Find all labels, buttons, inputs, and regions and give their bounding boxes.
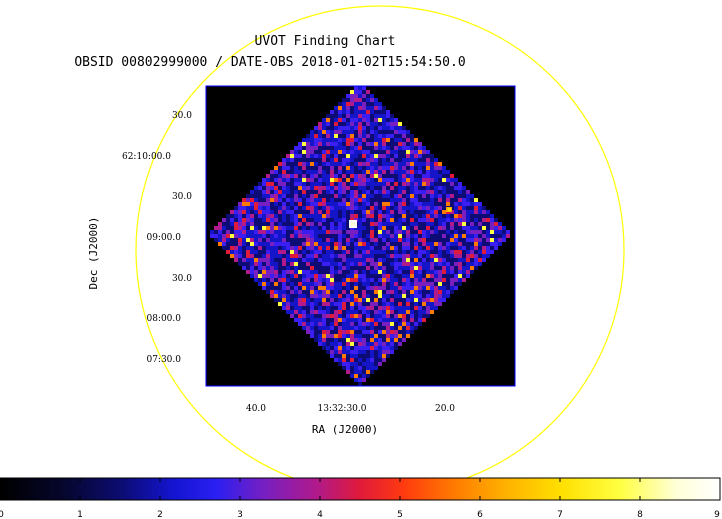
colorbar-tick-label: 4 xyxy=(317,510,323,519)
ra-tick-label: 20.0 xyxy=(435,404,455,414)
colorbar-tick-label: 5 xyxy=(397,510,403,519)
colorbar-tick-label: 1 xyxy=(77,510,83,519)
dec-tick-label: 30.0 xyxy=(172,274,192,284)
ra-axis-label: RA (J2000) xyxy=(312,423,378,436)
chart-subtitle: OBSID 00802999000 / DATE-OBS 2018-01-02T… xyxy=(74,55,465,70)
dec-tick-label: 62:10:00.0 xyxy=(122,152,171,162)
ra-tick-label: 13:32:30.0 xyxy=(317,404,366,414)
ra-tick-label: 40.0 xyxy=(246,404,266,414)
dec-axis-label: Dec (J2000) xyxy=(87,217,100,290)
colorbar-tick-label: 0 xyxy=(0,510,4,519)
colorbar-tick-label: 7 xyxy=(557,510,563,519)
image-frame xyxy=(205,85,516,387)
colorbar-tick-label: 8 xyxy=(637,510,643,519)
chart-title: UVOT Finding Chart xyxy=(255,34,396,49)
colorbar-ticks: 0 1 2 3 4 5 6 7 8 9 xyxy=(0,478,721,519)
dec-tick-label: 08:00.0 xyxy=(146,314,181,324)
sky-image xyxy=(210,86,510,386)
dec-tick-label: 09:00.0 xyxy=(146,233,181,243)
dec-tick-label: 30.0 xyxy=(172,111,192,121)
colorbar-tick-label: 9 xyxy=(714,510,720,519)
colorbar-tick-label: 3 xyxy=(237,510,243,519)
colorbar-tick-label: 6 xyxy=(477,510,483,519)
dec-tick-label: 07:30.0 xyxy=(146,355,181,365)
dec-tick-label: 30.0 xyxy=(172,192,192,202)
colorbar-tick-label: 2 xyxy=(157,510,163,519)
colorbar xyxy=(0,477,721,501)
